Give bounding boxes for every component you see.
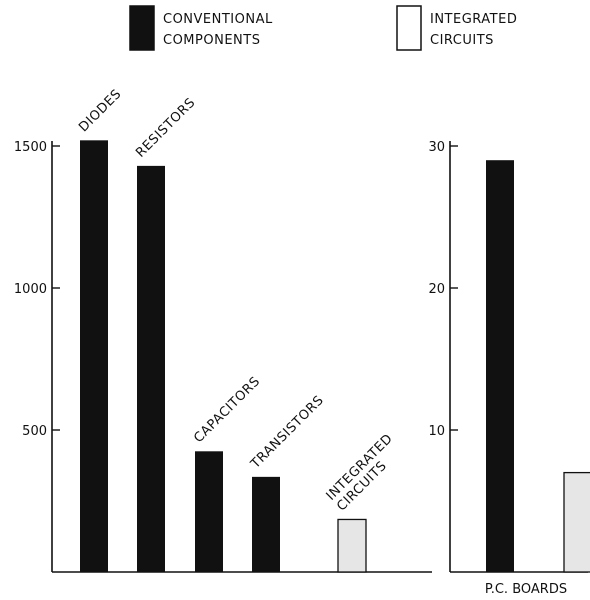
y-tick-label-20: 20	[428, 282, 445, 297]
bar-label-line: CAPACITORS	[191, 374, 263, 446]
bar-label-transistors: TRANSISTORS	[248, 393, 327, 472]
bar-label-resistors: RESISTORS	[133, 95, 198, 160]
y-tick-label-30: 30	[428, 140, 445, 155]
legend-label-conventional-components-line1: CONVENTIONAL	[163, 12, 273, 27]
bar-label-line: DIODES	[76, 87, 124, 135]
bar-capacitors	[195, 451, 223, 572]
chart-panel-components: 500 1000 1500 DIODES RESISTORS CAPACITORSTRAN…	[14, 87, 432, 573]
bar-label-diodes: DIODES	[76, 87, 124, 135]
bar-label-line: TRANSISTORS	[248, 393, 327, 472]
x-axis-label: P.C. BOARDS	[485, 582, 567, 597]
legend-swatch-integrated-circuits	[396, 5, 422, 51]
bar-label-capacitors: CAPACITORS	[191, 374, 263, 446]
bar-integrated-circuits	[563, 471, 590, 573]
legend: CONVENTIONAL COMPONENTS INTEGRATED CIRCUITS	[129, 5, 517, 51]
legend-label-integrated-circuits-line1: INTEGRATED	[430, 12, 517, 27]
legend-label-integrated-circuits-line2: CIRCUITS	[430, 33, 494, 48]
bar-transistors	[252, 476, 280, 572]
bar-label-line: RESISTORS	[133, 95, 198, 160]
legend-swatch-conventional-components	[129, 5, 155, 51]
y-tick-label-1500: 1500	[14, 140, 47, 155]
y-tick-label-1000: 1000	[14, 282, 47, 297]
bar-label-integrated-circuits: INTEGRATEDCIRCUITS	[324, 431, 407, 514]
bar-resistors	[137, 165, 165, 572]
bar-diodes	[80, 140, 108, 572]
y-tick-label-500: 500	[22, 424, 47, 439]
bar-conventional-components	[486, 160, 514, 572]
bar-integrated-circuits	[337, 518, 367, 573]
legend-label-conventional-components-line2: COMPONENTS	[163, 33, 260, 48]
y-tick-label-10: 10	[428, 424, 445, 439]
chart-panel-pc-boards: 10 20 30 P.C. BOARDS	[428, 140, 590, 597]
